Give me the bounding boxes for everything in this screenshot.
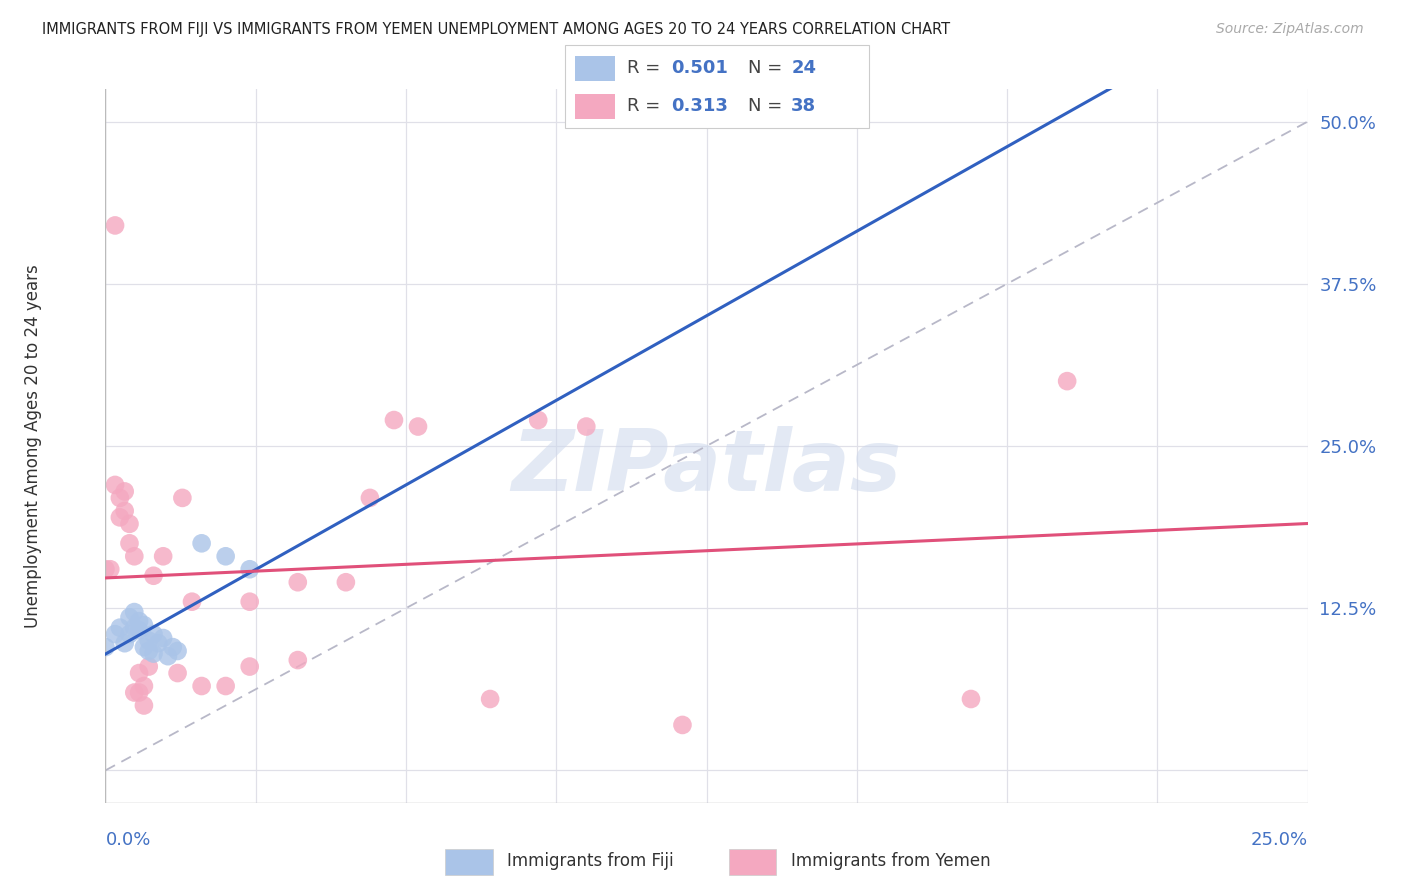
Point	[118, 610, 141, 624]
Text: Immigrants from Yemen: Immigrants from Yemen	[790, 852, 990, 870]
Point	[104, 219, 127, 233]
Point	[166, 666, 188, 681]
Point	[239, 659, 262, 673]
Point	[148, 636, 170, 650]
Text: Unemployment Among Ages 20 to 24 years: Unemployment Among Ages 20 to 24 years	[24, 264, 42, 628]
Point	[104, 627, 127, 641]
Point	[114, 484, 136, 499]
Text: 24: 24	[792, 60, 817, 78]
Point	[124, 685, 146, 699]
FancyBboxPatch shape	[446, 849, 492, 875]
Point	[132, 679, 155, 693]
Text: 38: 38	[792, 97, 817, 115]
Point	[287, 575, 309, 590]
Point	[128, 685, 150, 699]
Point	[108, 510, 131, 524]
Text: Immigrants from Fiji: Immigrants from Fiji	[508, 852, 673, 870]
Text: IMMIGRANTS FROM FIJI VS IMMIGRANTS FROM YEMEN UNEMPLOYMENT AMONG AGES 20 TO 24 Y: IMMIGRANTS FROM FIJI VS IMMIGRANTS FROM …	[42, 22, 950, 37]
Point	[128, 624, 150, 638]
Point	[190, 536, 212, 550]
Point	[132, 698, 155, 713]
Point	[94, 562, 117, 576]
Text: N =: N =	[748, 97, 787, 115]
Point	[335, 575, 357, 590]
Point	[671, 718, 693, 732]
Point	[138, 644, 160, 658]
Point	[124, 605, 146, 619]
Point	[138, 633, 160, 648]
Point	[98, 562, 121, 576]
Text: R =: R =	[627, 97, 666, 115]
Point	[960, 692, 983, 706]
Point	[190, 679, 212, 693]
Point	[132, 618, 155, 632]
Point	[124, 549, 146, 564]
FancyBboxPatch shape	[565, 45, 869, 128]
Point	[406, 419, 429, 434]
Point	[118, 536, 141, 550]
Text: R =: R =	[627, 60, 666, 78]
Text: Source: ZipAtlas.com: Source: ZipAtlas.com	[1216, 22, 1364, 37]
Point	[142, 568, 165, 582]
Point	[118, 627, 141, 641]
Point	[575, 419, 598, 434]
Point	[108, 621, 131, 635]
FancyBboxPatch shape	[575, 55, 614, 81]
Point	[382, 413, 405, 427]
Point	[479, 692, 502, 706]
Point	[118, 516, 141, 531]
Text: 0.313: 0.313	[671, 97, 727, 115]
Point	[124, 621, 146, 635]
Point	[138, 659, 160, 673]
Text: 0.0%: 0.0%	[105, 831, 150, 849]
Point	[239, 595, 262, 609]
Point	[239, 562, 262, 576]
Text: 25.0%: 25.0%	[1250, 831, 1308, 849]
Point	[128, 614, 150, 628]
Text: N =: N =	[748, 60, 787, 78]
Point	[527, 413, 550, 427]
Point	[128, 666, 150, 681]
Point	[108, 491, 131, 505]
Point	[172, 491, 194, 505]
Point	[214, 679, 236, 693]
Point	[114, 636, 136, 650]
Point	[359, 491, 381, 505]
Point	[142, 647, 165, 661]
Point	[162, 640, 184, 654]
Point	[166, 644, 188, 658]
FancyBboxPatch shape	[728, 849, 776, 875]
Point	[156, 649, 179, 664]
Point	[287, 653, 309, 667]
Point	[104, 478, 127, 492]
Point	[142, 627, 165, 641]
Point	[214, 549, 236, 564]
Point	[132, 640, 155, 654]
Point	[114, 504, 136, 518]
Text: ZIPatlas: ZIPatlas	[512, 425, 901, 509]
Point	[1056, 374, 1078, 388]
FancyBboxPatch shape	[575, 94, 614, 120]
Text: 0.501: 0.501	[671, 60, 727, 78]
Point	[152, 549, 174, 564]
Point	[152, 631, 174, 645]
Point	[181, 595, 204, 609]
Point	[94, 640, 117, 654]
